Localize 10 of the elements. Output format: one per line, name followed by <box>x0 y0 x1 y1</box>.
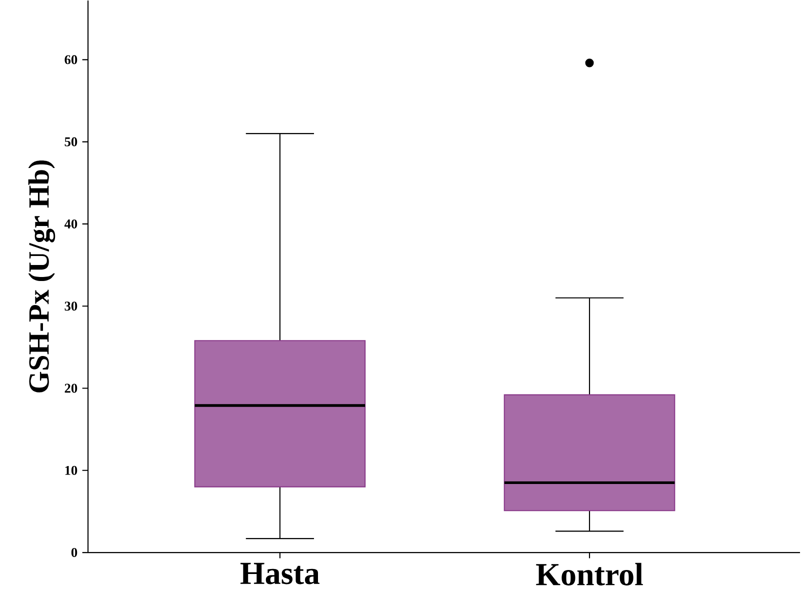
x-tick-label: Hasta <box>240 563 320 584</box>
y-tick-label: 60 <box>64 55 78 64</box>
y-tick-label: 20 <box>64 384 78 393</box>
y-tick-label: 40 <box>64 220 78 229</box>
x-tick-label: Kontrol <box>536 563 643 586</box>
y-tick-label: 50 <box>64 138 78 147</box>
y-tick-label: 10 <box>65 466 78 476</box>
y-tick-label: 0 <box>71 548 78 558</box>
y-tick-label: 30 <box>64 302 78 311</box>
y-axis-title: GSH-Px (U/gr Hb) <box>28 160 56 393</box>
